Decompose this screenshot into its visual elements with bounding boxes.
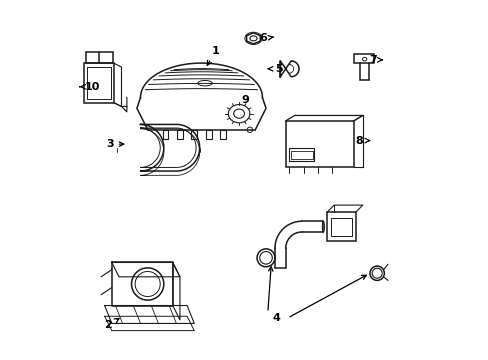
Text: 9: 9: [241, 95, 249, 105]
Bar: [290, 151, 312, 159]
Text: 10: 10: [80, 82, 101, 92]
Bar: [330, 218, 351, 235]
Bar: [177, 130, 183, 139]
Bar: [87, 67, 111, 99]
Bar: [220, 130, 225, 139]
Bar: [191, 130, 197, 139]
Bar: [163, 130, 168, 139]
Text: 1: 1: [207, 46, 219, 65]
Bar: [289, 148, 314, 161]
Text: 4: 4: [272, 313, 280, 323]
Bar: [285, 121, 353, 167]
Text: 8: 8: [355, 136, 369, 145]
Bar: [84, 63, 114, 103]
Text: 5: 5: [268, 64, 282, 74]
Text: 2: 2: [104, 319, 119, 330]
Bar: [205, 130, 211, 139]
Text: 6: 6: [259, 33, 273, 43]
Bar: [86, 52, 112, 63]
Bar: [353, 54, 373, 63]
Bar: [326, 212, 355, 241]
Text: 7: 7: [368, 55, 382, 65]
Text: 3: 3: [106, 139, 123, 149]
